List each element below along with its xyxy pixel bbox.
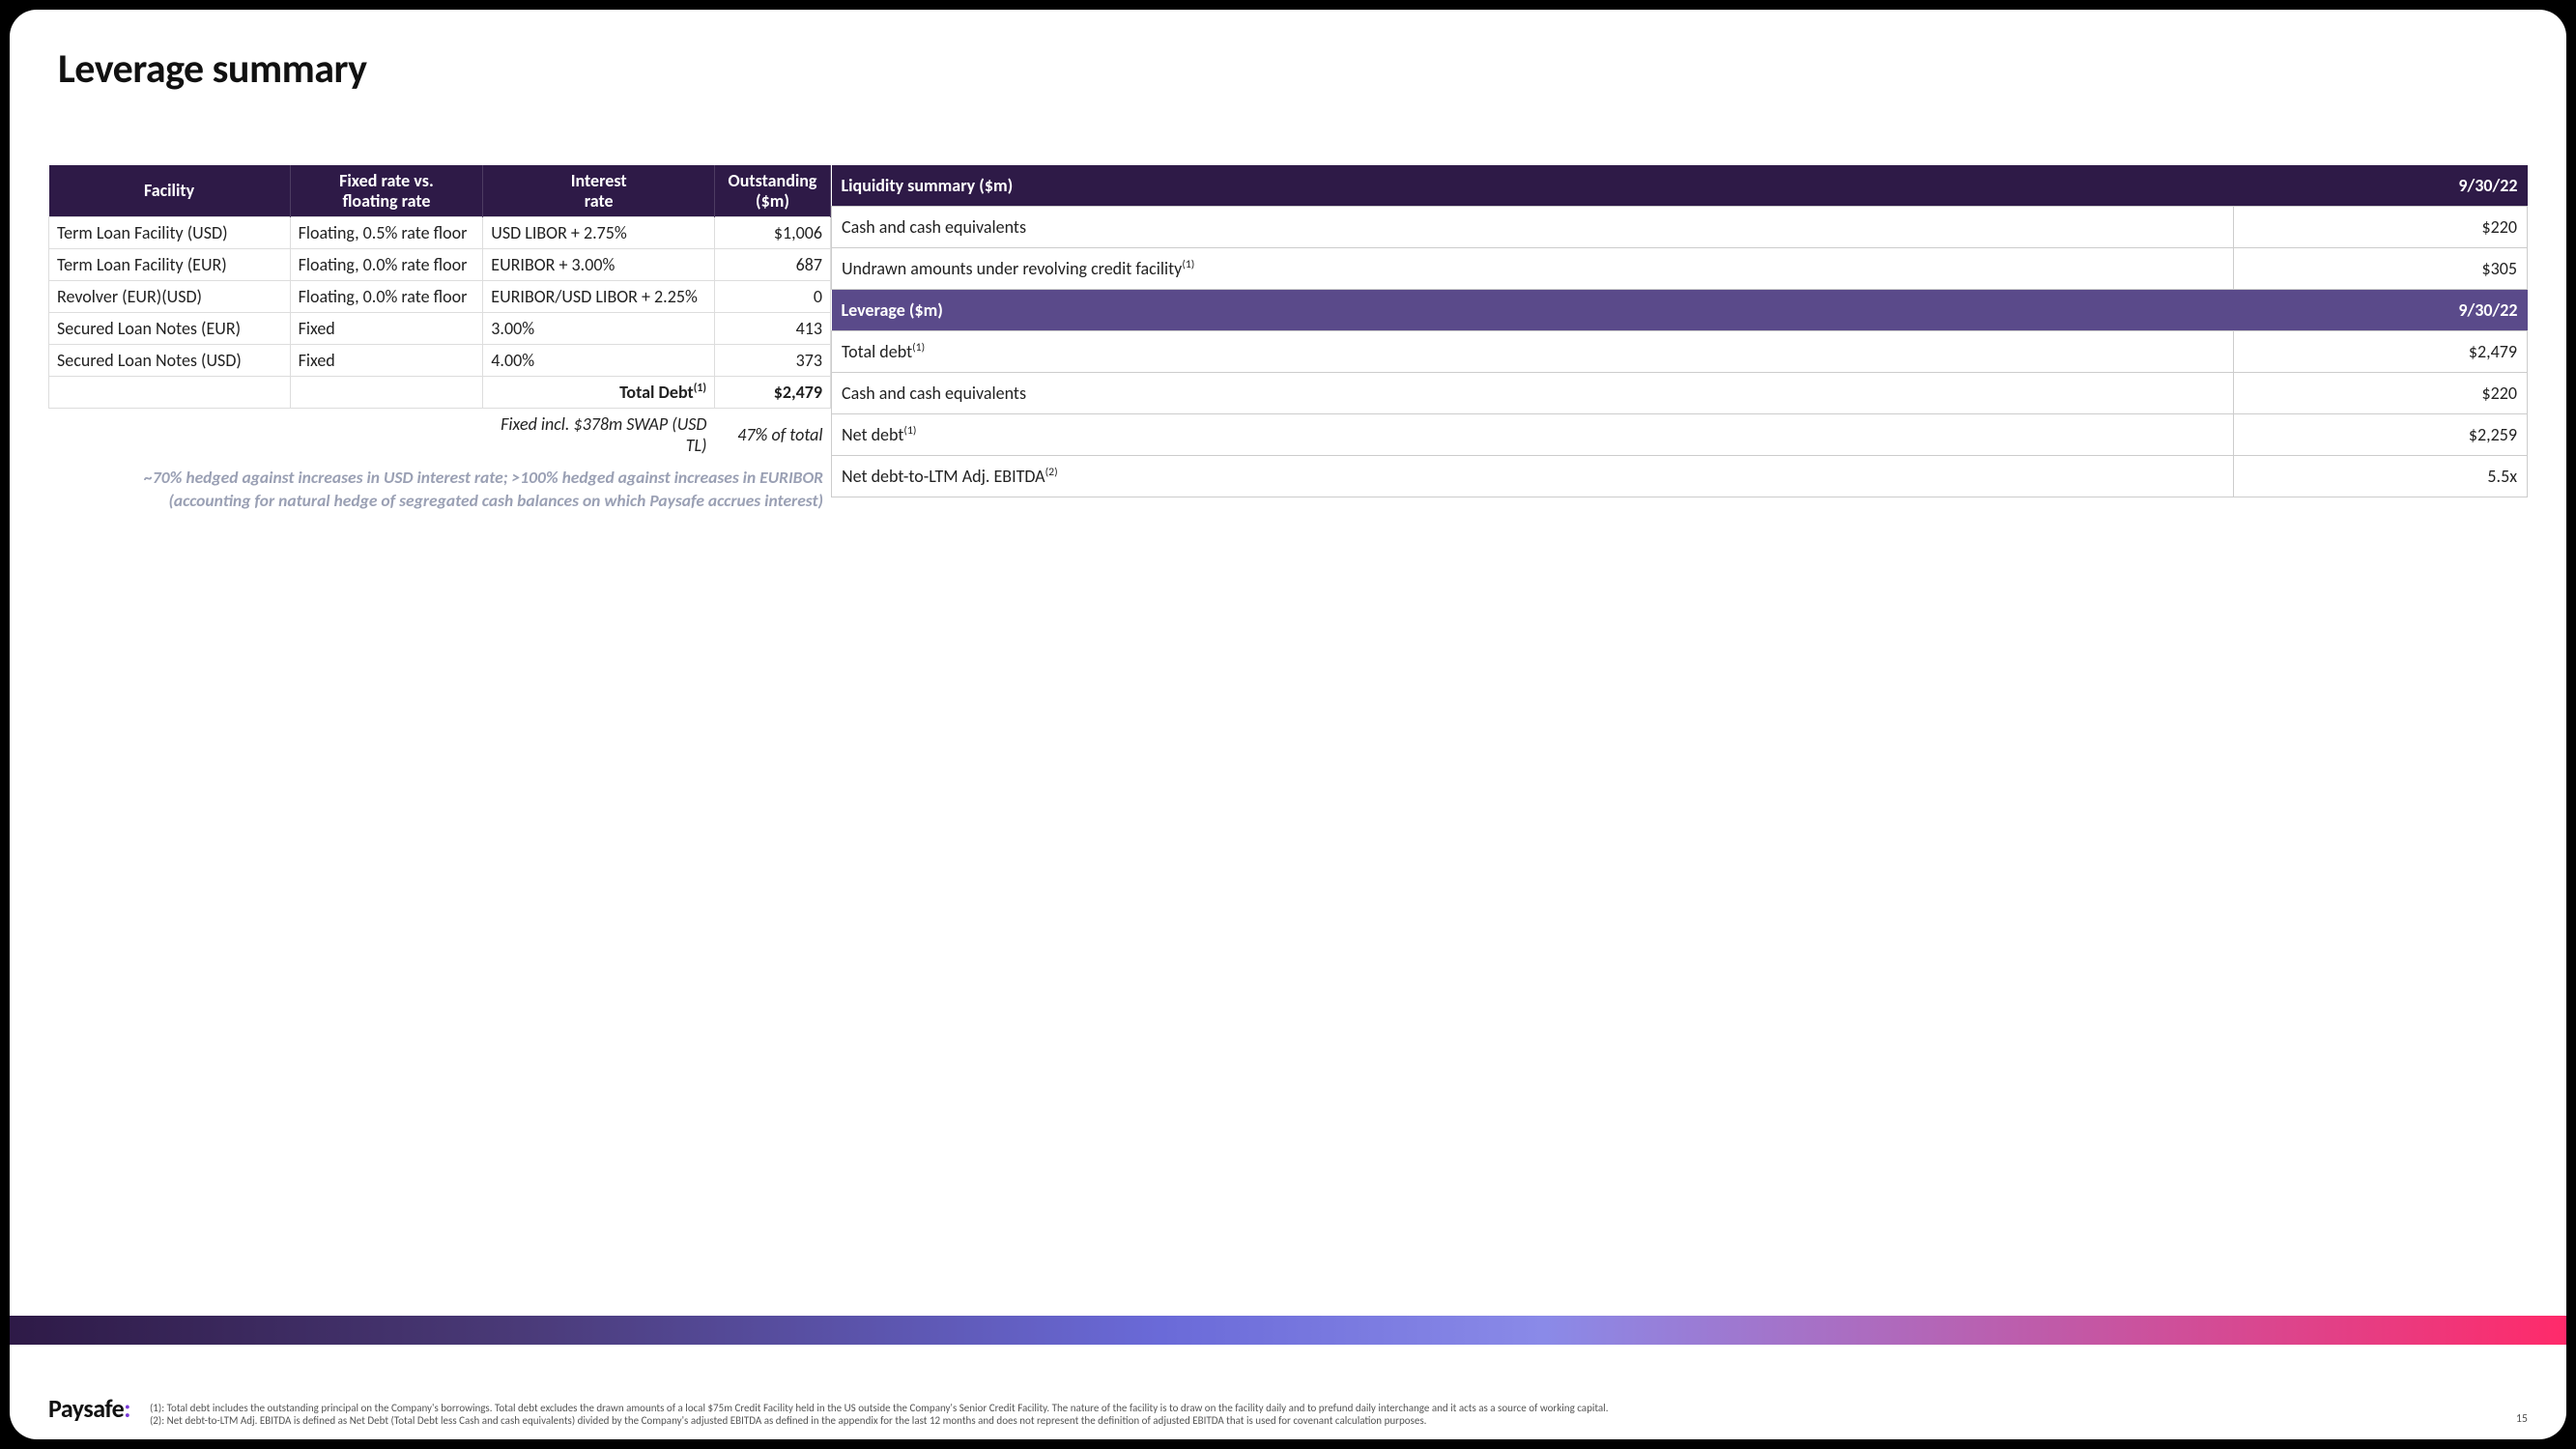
- table-cell: Revolver (EUR)(USD): [49, 281, 291, 313]
- swap-row: Fixed incl. $378m SWAP (USD TL)47% of to…: [49, 409, 831, 462]
- liquidity-header-row: Liquidity summary ($m) 9/30/22: [832, 165, 2528, 207]
- table-cell: Fixed: [290, 345, 483, 377]
- table-cell: 373: [715, 345, 831, 377]
- table-cell: 413: [715, 313, 831, 345]
- footer: Paysafe: (1): Total debt includes the ou…: [48, 1393, 2528, 1428]
- logo-text: Paysafe: [48, 1393, 124, 1424]
- table-row: Undrawn amounts under revolving credit f…: [832, 248, 2528, 290]
- page-number: 15: [2516, 1412, 2528, 1428]
- leverage-date: 9/30/22: [2233, 290, 2527, 331]
- hedge-line2: (accounting for natural hedge of segrega…: [168, 490, 823, 511]
- paysafe-logo: Paysafe:: [48, 1393, 130, 1428]
- liquidity-header: Liquidity summary ($m): [832, 165, 2234, 207]
- summary-value: $305: [2233, 248, 2527, 290]
- footnote-2: (2): Net debt-to-LTM Adj. EBITDA is defi…: [150, 1414, 2497, 1428]
- table-cell: Floating, 0.0% rate floor: [290, 249, 483, 281]
- table-cell: Secured Loan Notes (USD): [49, 345, 291, 377]
- leverage-header: Leverage ($m): [832, 290, 2234, 331]
- table-cell: Floating, 0.5% rate floor: [290, 217, 483, 249]
- table-cell: EURIBOR + 3.00%: [483, 249, 715, 281]
- table-row: Revolver (EUR)(USD)Floating, 0.0% rate f…: [49, 281, 831, 313]
- gradient-bar: [10, 1316, 2566, 1345]
- hedge-line1: ~70% hedged against increases in USD int…: [144, 467, 823, 488]
- summary-label: Cash and cash equivalents: [832, 207, 2234, 248]
- table-cell: EURIBOR/USD LIBOR + 2.25%: [483, 281, 715, 313]
- table-row: Secured Loan Notes (USD)Fixed4.00%373: [49, 345, 831, 377]
- table-cell: Fixed: [290, 313, 483, 345]
- summary-value: $2,479: [2233, 331, 2527, 373]
- table-cell: Floating, 0.0% rate floor: [290, 281, 483, 313]
- footnote-1: (1): Total debt includes the outstanding…: [150, 1402, 2497, 1415]
- debt-table-section: Facility Fixed rate vs. floating rate In…: [48, 165, 831, 513]
- page-title: Leverage summary: [58, 44, 2528, 94]
- footnotes: (1): Total debt includes the outstanding…: [150, 1402, 2497, 1429]
- col-interest: Interest rate: [483, 165, 715, 217]
- table-cell: 4.00%: [483, 345, 715, 377]
- table-row: Term Loan Facility (USD)Floating, 0.5% r…: [49, 217, 831, 249]
- table-row: Secured Loan Notes (EUR)Fixed3.00%413: [49, 313, 831, 345]
- table-cell: 3.00%: [483, 313, 715, 345]
- total-debt-row: Total Debt(1)$2,479: [49, 377, 831, 409]
- table-cell: Term Loan Facility (USD): [49, 217, 291, 249]
- summary-label: Undrawn amounts under revolving credit f…: [832, 248, 2234, 290]
- summary-value: 5.5x: [2233, 456, 2527, 497]
- table-cell: $1,006: [715, 217, 831, 249]
- summary-label: Net debt-to-LTM Adj. EBITDA(2): [832, 456, 2234, 497]
- table-cell: 0: [715, 281, 831, 313]
- col-facility: Facility: [49, 165, 291, 217]
- summary-label: Cash and cash equivalents: [832, 373, 2234, 414]
- table-row: Total debt(1)$2,479: [832, 331, 2528, 373]
- table-cell: Secured Loan Notes (EUR): [49, 313, 291, 345]
- summary-value: $220: [2233, 373, 2527, 414]
- col-outstanding: Outstanding ($m): [715, 165, 831, 217]
- debt-table-header-row: Facility Fixed rate vs. floating rate In…: [49, 165, 831, 217]
- slide: Leverage summary Facility Fixed rate vs.…: [10, 10, 2566, 1439]
- table-row: Cash and cash equivalents$220: [832, 207, 2528, 248]
- col-rate-type: Fixed rate vs. floating rate: [290, 165, 483, 217]
- summary-label: Total debt(1): [832, 331, 2234, 373]
- summary-value: $2,259: [2233, 414, 2527, 456]
- hedge-note: ~70% hedged against increases in USD int…: [48, 461, 831, 512]
- summary-label: Net debt(1): [832, 414, 2234, 456]
- liquidity-date: 9/30/22: [2233, 165, 2527, 207]
- table-row: Term Loan Facility (EUR)Floating, 0.0% r…: [49, 249, 831, 281]
- table-cell: 687: [715, 249, 831, 281]
- table-cell: USD LIBOR + 2.75%: [483, 217, 715, 249]
- table-row: Cash and cash equivalents$220: [832, 373, 2528, 414]
- debt-table: Facility Fixed rate vs. floating rate In…: [48, 165, 831, 461]
- summary-section: Liquidity summary ($m) 9/30/22 Cash and …: [831, 165, 2528, 513]
- content-area: Facility Fixed rate vs. floating rate In…: [48, 165, 2528, 513]
- table-row: Net debt(1)$2,259: [832, 414, 2528, 456]
- leverage-header-row: Leverage ($m) 9/30/22: [832, 290, 2528, 331]
- liquidity-table: Liquidity summary ($m) 9/30/22 Cash and …: [831, 165, 2528, 497]
- summary-value: $220: [2233, 207, 2527, 248]
- table-cell: Term Loan Facility (EUR): [49, 249, 291, 281]
- table-row: Net debt-to-LTM Adj. EBITDA(2)5.5x: [832, 456, 2528, 497]
